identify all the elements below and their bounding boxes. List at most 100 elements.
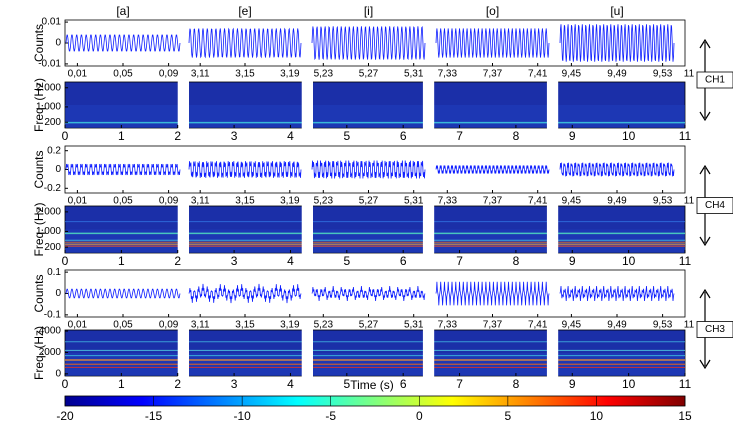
x-tick-label: 0,05 — [113, 196, 133, 207]
vowel-label: [u] — [610, 4, 623, 18]
colorbar-tick-label: -20 — [56, 409, 74, 423]
y-axis-label: Freq. (Hz) — [32, 202, 46, 256]
x-tick-label: 11 — [684, 69, 695, 80]
colorbar-tick-label: 10 — [590, 409, 604, 423]
waveform — [188, 161, 302, 178]
x-tick-label: 7,41 — [528, 320, 548, 331]
waveform — [311, 285, 426, 302]
x-tick-label: 3,11 — [191, 320, 210, 331]
channel-label: CH3 — [705, 324, 725, 335]
x-tick-label: 8 — [513, 377, 520, 391]
gap — [546, 205, 559, 254]
y-axis-label: Counts — [32, 24, 46, 62]
x-tick-label: 2 — [174, 129, 181, 143]
y-tick-label: 2000 — [39, 347, 62, 358]
x-tick-label: 3,11 — [191, 69, 210, 80]
x-tick-label: 11 — [684, 196, 695, 207]
x-tick-label: 9,53 — [653, 69, 673, 80]
x-tick-label: 5,23 — [314, 69, 334, 80]
x-tick-label: 7,33 — [438, 69, 458, 80]
x-tick-label: 0,09 — [159, 69, 179, 80]
y-tick-label: 0 — [55, 288, 61, 299]
y-tick-label: 1.000 — [36, 102, 61, 113]
x-tick-label: 0,05 — [113, 320, 133, 331]
colorbar — [64, 395, 686, 407]
x-tick-label: 4 — [287, 254, 294, 268]
gap — [301, 329, 313, 377]
waveform — [435, 281, 550, 306]
colorbar-tick-label: 15 — [678, 409, 692, 423]
x-tick-label: 3,15 — [235, 320, 255, 331]
waveform — [188, 283, 302, 304]
x-tick-label: 7 — [456, 129, 463, 143]
x-tick-label: 10 — [622, 254, 636, 268]
waveform — [435, 165, 550, 174]
x-tick-label: 2 — [174, 377, 181, 391]
y-tick-label: 200 — [44, 242, 61, 253]
colorbar-tick-label: -15 — [145, 409, 163, 423]
x-tick-label: 9,49 — [607, 69, 627, 80]
x-tick-label: 11 — [684, 320, 695, 331]
waveform — [311, 25, 426, 61]
x-tick-label: 0 — [62, 129, 69, 143]
x-tick-label: 4 — [287, 377, 294, 391]
gap — [177, 329, 189, 377]
x-tick-label: 1 — [118, 377, 125, 391]
x-tick-label: 9,53 — [653, 196, 673, 207]
x-tick-label: 3 — [231, 254, 238, 268]
x-tick-label: 3,19 — [280, 69, 300, 80]
y-tick-label: 2.000 — [36, 82, 61, 93]
colorbar-tick-label: -5 — [325, 409, 336, 423]
x-tick-label: 0,05 — [113, 69, 133, 80]
x-tick-label: 0,01 — [68, 196, 88, 207]
x-tick-label: 11 — [679, 254, 692, 268]
x-tick-label: 5,31 — [404, 320, 424, 331]
channel-box — [696, 71, 733, 89]
waveform — [188, 27, 302, 59]
waveform — [311, 160, 426, 179]
vowel-label: [o] — [486, 4, 499, 18]
y-axis-label: Counts — [32, 274, 46, 312]
x-tick-label: 1 — [118, 129, 125, 143]
x-tick-label: 6 — [400, 254, 407, 268]
waveform — [65, 163, 181, 176]
arrow-head — [699, 164, 711, 247]
colorbar-tick-label: 5 — [505, 409, 512, 423]
y-axis-label: Freq. (Hz) — [32, 326, 46, 380]
x-tick-label: 5,23 — [314, 196, 334, 207]
x-tick-label: 3 — [231, 377, 238, 391]
x-tick-label: 5 — [343, 129, 350, 143]
channel-label: CH1 — [705, 75, 725, 86]
gap — [301, 205, 313, 254]
x-tick-label: 0,09 — [159, 320, 179, 331]
x-tick-label: 7,37 — [483, 69, 503, 80]
y-tick-label: -0.01 — [38, 59, 61, 70]
waveform — [65, 34, 181, 52]
x-tick-label: 9,45 — [562, 320, 582, 331]
gap — [422, 81, 435, 129]
x-tick-label: 7 — [456, 377, 463, 391]
x-tick-label: 7,33 — [438, 320, 458, 331]
y-tick-label: 0.1 — [47, 267, 61, 278]
x-tick-label: 9,45 — [562, 69, 582, 80]
x-tick-label: 7,41 — [528, 196, 548, 207]
x-tick-label: 3,11 — [191, 196, 210, 207]
x-tick-label: 2 — [174, 254, 181, 268]
x-tick-label: 0,01 — [68, 320, 88, 331]
x-tick-label: 11 — [679, 129, 692, 143]
x-tick-label: 9,53 — [653, 320, 673, 331]
gap — [177, 205, 189, 254]
waveform — [559, 162, 675, 177]
gap — [546, 329, 559, 377]
waveform — [559, 24, 675, 62]
y-tick-label: 0 — [55, 369, 61, 380]
gap — [422, 205, 435, 254]
x-tick-label: 5,31 — [404, 69, 424, 80]
x-tick-label: 7 — [456, 254, 463, 268]
y-tick-label: -0.2 — [44, 183, 62, 194]
arrow-head — [699, 288, 711, 370]
x-tick-label: 1 — [118, 254, 125, 268]
x-tick-label: 5,23 — [314, 320, 334, 331]
channel-label: CH4 — [705, 200, 725, 211]
